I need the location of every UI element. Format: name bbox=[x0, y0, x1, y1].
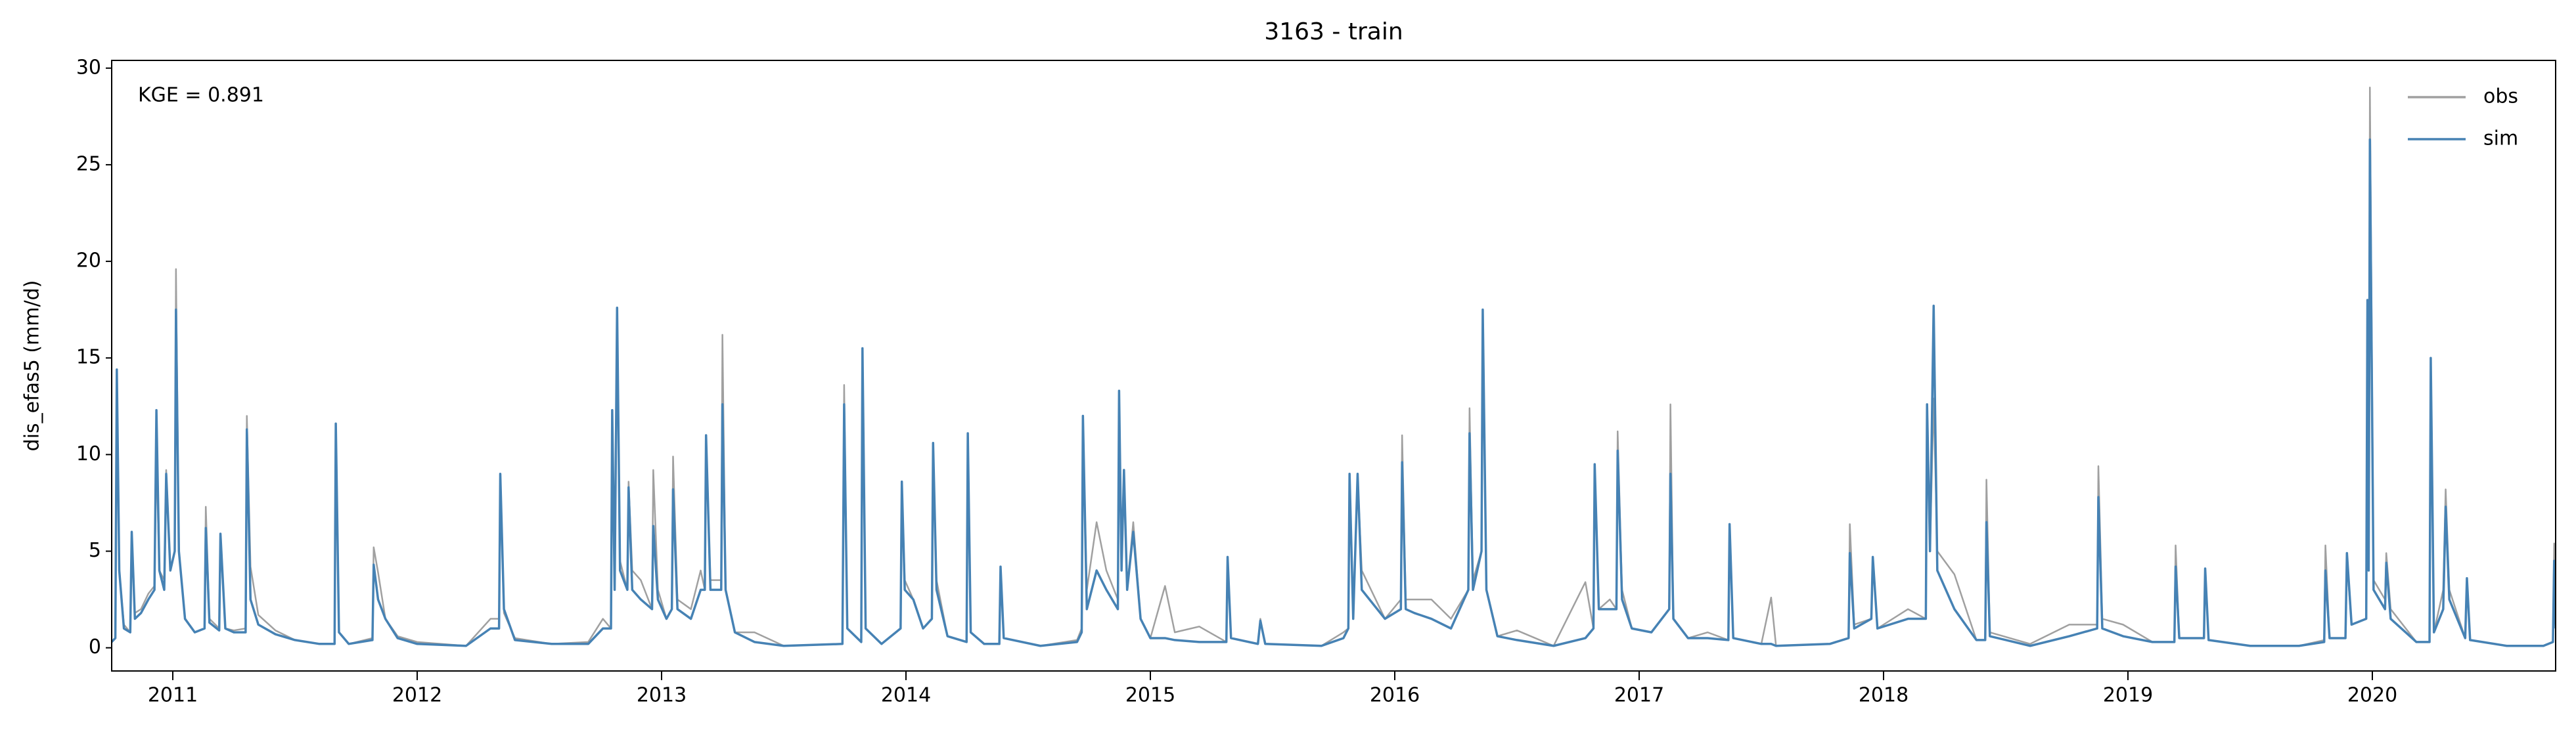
plot-frame bbox=[111, 60, 2556, 672]
x-tick-label: 2015 bbox=[1125, 684, 1175, 707]
x-tick-label: 2018 bbox=[1859, 684, 1909, 707]
annotation: KGE = 0.891 bbox=[138, 84, 264, 107]
y-tick-label: 15 bbox=[76, 346, 101, 369]
y-tick-label: 20 bbox=[76, 249, 101, 272]
legend-label: sim bbox=[2483, 127, 2518, 150]
x-tick-label: 2019 bbox=[2103, 684, 2153, 707]
y-tick-label: 10 bbox=[76, 443, 101, 465]
x-tick-label: 2011 bbox=[148, 684, 198, 707]
x-tick-label: 2017 bbox=[1614, 684, 1664, 707]
y-tick-label: 25 bbox=[76, 152, 101, 175]
series-line bbox=[112, 86, 2556, 647]
y-axis-label: dis_efas5 (mm/d) bbox=[21, 280, 44, 452]
x-tick-label: 2014 bbox=[881, 684, 931, 707]
y-tick-label: 5 bbox=[89, 539, 101, 562]
y-tick-label: 0 bbox=[89, 636, 101, 658]
x-tick-label: 2016 bbox=[1370, 684, 1420, 707]
x-tick-label: 2012 bbox=[392, 684, 442, 707]
chart-title: 3163 - train bbox=[1264, 18, 1403, 45]
series-line bbox=[112, 138, 2556, 647]
y-tick-label: 30 bbox=[76, 56, 101, 79]
x-tick-label: 2020 bbox=[2347, 684, 2397, 707]
x-tick-label: 2013 bbox=[637, 684, 687, 707]
legend-label: obs bbox=[2483, 85, 2518, 108]
